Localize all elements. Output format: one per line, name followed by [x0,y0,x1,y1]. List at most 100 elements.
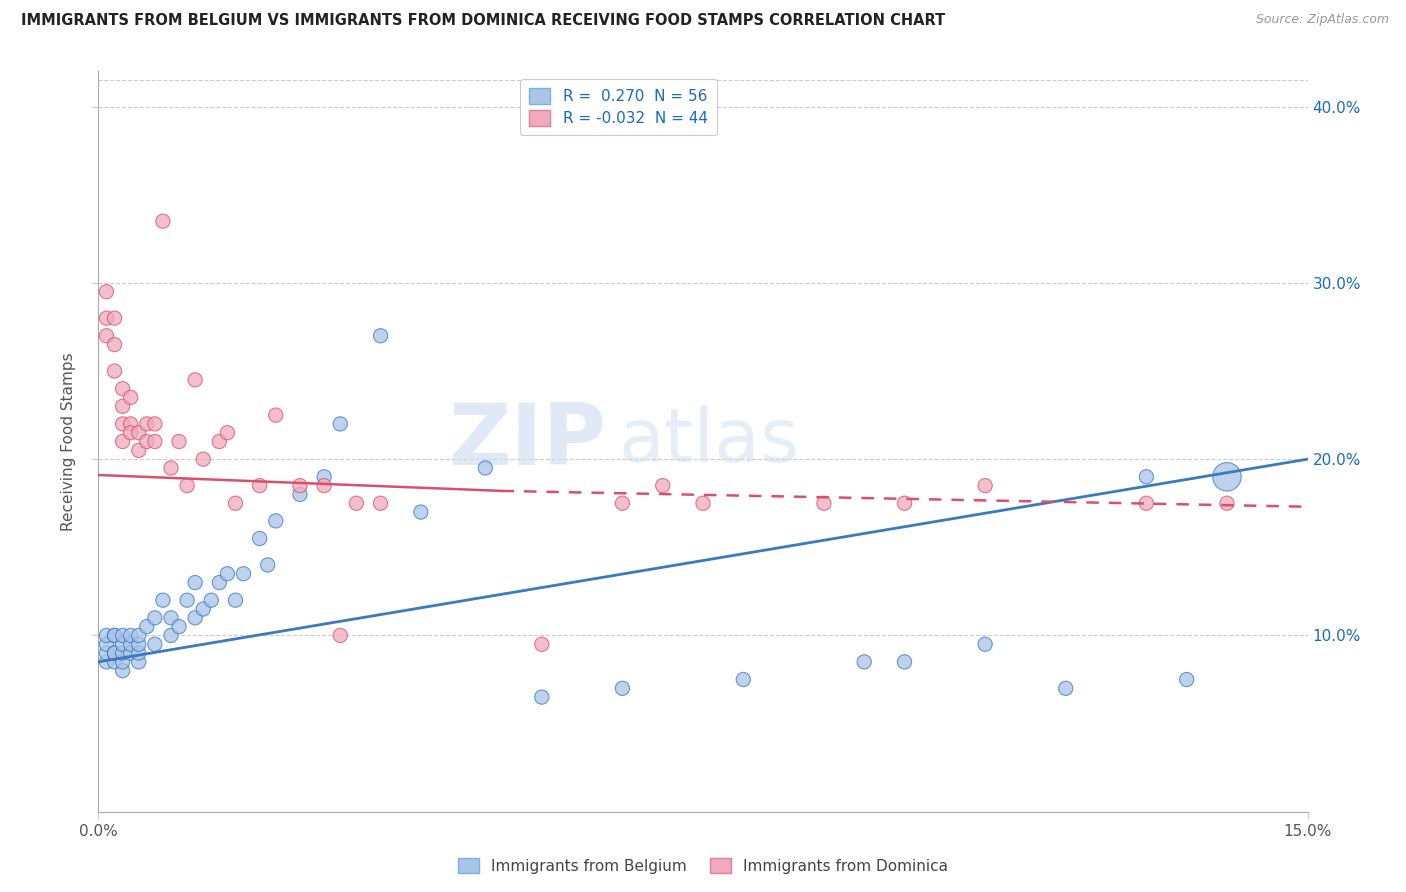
Point [314,478,336,492]
Point [120,391,142,405]
Point [152,593,174,607]
Point [143,611,166,625]
Point [96,637,118,651]
Point [128,443,150,458]
Point [103,655,125,669]
Point [264,514,287,528]
Point [96,328,118,343]
Point [249,532,271,546]
Point [120,637,142,651]
Point [329,417,352,431]
Point [103,337,125,351]
Point [893,655,915,669]
Point [370,328,392,343]
Point [200,593,222,607]
Point [103,364,125,378]
Point [143,434,166,449]
Point [128,425,150,440]
Point [692,496,714,510]
Text: ZIP: ZIP [449,400,606,483]
Point [208,434,231,449]
Point [111,655,134,669]
Point [103,646,125,660]
Point [217,425,239,440]
Point [193,602,215,616]
Point [176,593,198,607]
Point [184,373,207,387]
Point [96,628,118,642]
Point [152,214,174,228]
Point [128,637,150,651]
Point [111,628,134,642]
Text: Source: ZipAtlas.com: Source: ZipAtlas.com [1256,13,1389,27]
Point [530,637,553,651]
Point [1135,470,1157,484]
Point [288,487,311,501]
Point [111,399,134,413]
Point [96,311,118,326]
Legend: Immigrants from Belgium, Immigrants from Dominica: Immigrants from Belgium, Immigrants from… [451,852,955,880]
Point [111,664,134,678]
Point [232,566,254,581]
Point [96,285,118,299]
Point [249,478,271,492]
Point [160,628,183,642]
Point [1175,673,1198,687]
Point [160,461,183,475]
Point [111,417,134,431]
Point [329,628,352,642]
Point [184,611,207,625]
Point [193,452,215,467]
Point [853,655,876,669]
Point [103,311,125,326]
Point [733,673,755,687]
Point [813,496,835,510]
Legend: R =  0.270  N = 56, R = -0.032  N = 44: R = 0.270 N = 56, R = -0.032 N = 44 [520,79,717,136]
Point [1054,681,1077,696]
Point [128,646,150,660]
Point [224,496,246,510]
Point [1216,496,1239,510]
Point [111,434,134,449]
Point [120,425,142,440]
Text: atlas: atlas [619,405,800,478]
Point [288,478,311,492]
Point [160,611,183,625]
Point [217,566,239,581]
Text: IMMIGRANTS FROM BELGIUM VS IMMIGRANTS FROM DOMINICA RECEIVING FOOD STAMPS CORREL: IMMIGRANTS FROM BELGIUM VS IMMIGRANTS FR… [21,13,945,29]
Point [167,619,190,633]
Point [612,681,634,696]
Point [1216,470,1239,484]
Point [612,496,634,510]
Point [120,646,142,660]
Point [176,478,198,492]
Point [128,655,150,669]
Point [111,646,134,660]
Point [1135,496,1157,510]
Point [344,496,367,510]
Point [409,505,432,519]
Point [143,417,166,431]
Point [120,628,142,642]
Point [167,434,190,449]
Point [111,382,134,396]
Point [974,478,997,492]
Point [135,417,157,431]
Point [893,496,915,510]
Point [96,646,118,660]
Point [120,417,142,431]
Point [370,496,392,510]
Point [184,575,207,590]
Point [111,637,134,651]
Point [135,434,157,449]
Point [974,637,997,651]
Point [256,558,278,572]
Point [96,655,118,669]
Point [224,593,246,607]
Point [103,646,125,660]
Point [103,628,125,642]
Point [143,637,166,651]
Point [208,575,231,590]
Point [314,470,336,484]
Point [474,461,496,475]
